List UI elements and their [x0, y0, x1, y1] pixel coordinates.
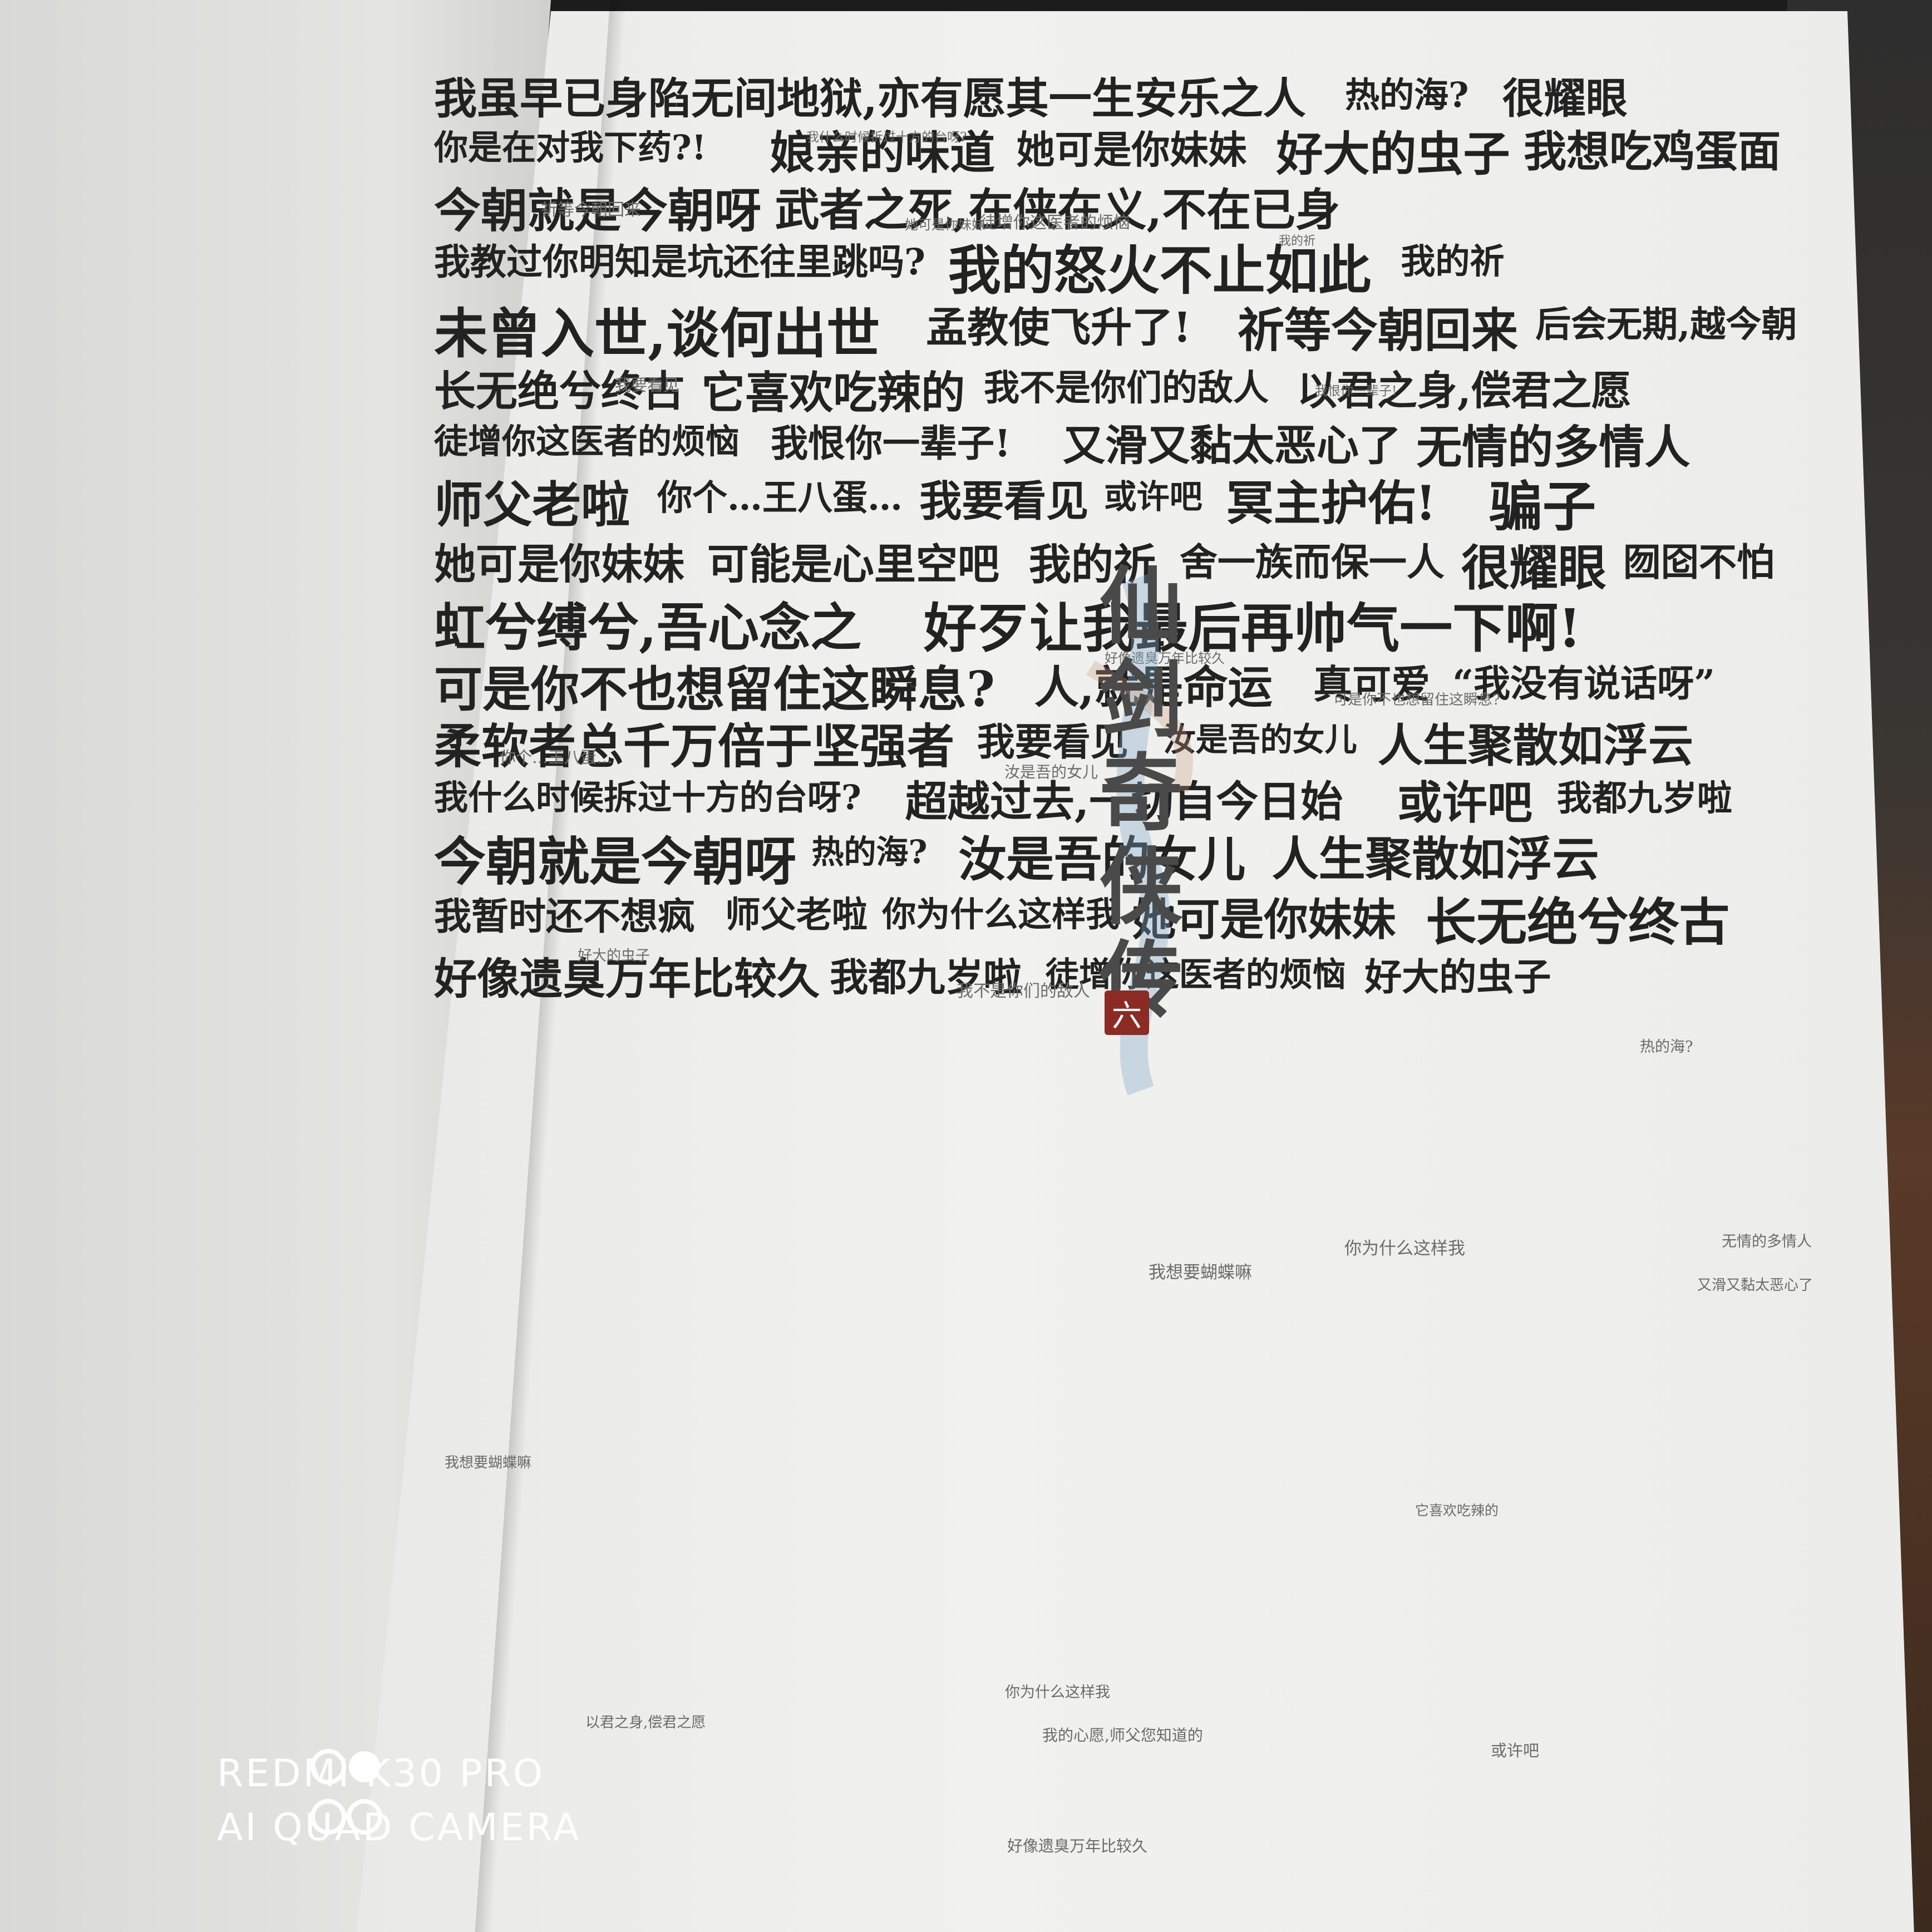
phrase-large: 可能是心里空吧: [707, 540, 999, 589]
phrase-large: 真可爱: [1313, 661, 1431, 707]
phrase-small: 你为什么这样我: [1005, 1684, 1110, 1701]
phrase-large: 很耀眼: [1461, 539, 1606, 597]
phrase-large: 又滑又黏太恶心了: [1063, 421, 1402, 470]
phrase-large: 我什么时候拆过十方的台呀?: [434, 778, 861, 817]
phrase-large: 你是在对我下药?!: [434, 128, 707, 167]
phrase-large: 热的海?: [1345, 75, 1469, 115]
phrase-small: 好像遗臭万年比较久: [1105, 650, 1225, 666]
right-page: [356, 11, 1914, 1932]
phrase-large: 汝是吾的女儿: [1163, 721, 1357, 758]
phrase-large: 人生聚散如浮云: [1378, 719, 1694, 772]
phrase-large: 好歹让我最后再帅气一下啊!: [924, 598, 1581, 659]
phrase-small: 我想要蝴蝶嘛: [445, 1455, 532, 1471]
phrase-large: 祈等今朝回来: [1237, 303, 1518, 358]
phrase-large: 我恨你一辈子!: [771, 421, 1011, 465]
phrase-large: “我没有说话呀”: [1452, 662, 1716, 705]
phrase-large: 我教过你明知是坑还往里跳吗?: [434, 241, 926, 283]
phrase-large: 今朝就是今朝呀: [434, 183, 762, 238]
phrase-small: 汝是吾的女儿: [1004, 763, 1098, 781]
phrase-large: 好像遗臭万年比较久: [434, 954, 820, 1004]
text-collage: 我虽早已身陷无间地狱,亦有愿其一生安乐之人 热的海? 很耀眼 你是在对我下药?! 娘亲的…: [434, 78, 1825, 1914]
phrase-large: 我都九岁啦: [830, 955, 1022, 1000]
phrase-small: 我要看见: [615, 376, 680, 395]
phrase-large: 武者之死,在侠在义,不在已身: [775, 184, 1340, 236]
phrase-large: 我的祈: [1401, 241, 1505, 282]
phrase-large: 孟教使飞升了!: [926, 304, 1191, 352]
phrase-large: 娘亲的味道: [770, 127, 995, 180]
phrase-large: 她可是你妹妹: [1016, 127, 1247, 172]
phrase-small: 好大的虫子: [578, 948, 650, 964]
phrase-large: 人生聚散如浮云: [1271, 831, 1599, 886]
phrase-large: 后会无期,越今朝: [1535, 304, 1797, 346]
phrase-large: 柔软者总千万倍于坚强者: [434, 719, 955, 775]
phrase-large: 冥主护佑!: [1226, 476, 1436, 531]
phrase-large: 今朝就是今朝呀: [434, 831, 796, 892]
phrase-small: 可是你不也想留住这瞬息?: [1333, 692, 1500, 708]
phrase-small: 徒增你这医者的烦恼: [980, 213, 1130, 233]
phrase-large: 虹兮缚兮,吾心念之: [434, 598, 862, 658]
phrase-large: 它喜欢吃辣的: [701, 367, 965, 418]
phrase-small: 祈等今朝回来: [541, 200, 641, 220]
watermark-model: REDMI K30 PRO: [217, 1752, 545, 1796]
phrase-small: 好像遗臭万年比较久: [1007, 1837, 1148, 1855]
phrase-small: 热的海?: [1640, 1038, 1693, 1056]
phrase-large: 我虽早已身陷无间地狱,亦有愿其一生安乐之人: [434, 74, 1306, 124]
phrase-large: 好大的虫子: [1364, 955, 1551, 999]
phrase-large: 热的海?: [811, 833, 928, 871]
phrase-small: 它喜欢吃辣的: [1415, 1502, 1499, 1519]
phrase-small: 她可是你妹妹: [905, 217, 985, 233]
phrase-small: 我的心愿,师父您知道的: [1042, 1726, 1203, 1744]
phrase-large: 可是你不也想留住这瞬息?: [434, 661, 995, 718]
phrase-large: 无情的多情人: [1416, 421, 1690, 474]
phrase-large: 以君之身,偿君之愿: [1297, 367, 1632, 414]
phrase-large: 她可是你妹妹: [434, 540, 685, 589]
phrase-small: 以君之身,偿君之愿: [585, 1714, 706, 1731]
phrase-small: 我的祈: [1279, 234, 1316, 248]
phrase-small: 你个…王八蛋…: [500, 748, 613, 767]
phrase-large: 我暂时还不想疯: [434, 894, 695, 938]
phrase-small: 又滑又黏太恶心了: [1697, 1277, 1813, 1294]
phrase-large: 好大的虫子: [1276, 126, 1510, 181]
phrase-small: 我不是你们的敌人: [957, 982, 1090, 1001]
phrase-large: 长无绝兮终古: [1426, 893, 1730, 952]
phrase-large: 师父老啦: [434, 476, 630, 534]
watermark-camera: AI QUAD CAMERA: [217, 1806, 581, 1850]
phrase-large: 我想吃鸡蛋面: [1524, 127, 1781, 177]
phrase-small: 无情的多情人: [1722, 1233, 1812, 1250]
phrase-large: 未曾入世,谈何出世: [434, 302, 880, 365]
phrase-large: 汝是吾的女儿: [958, 831, 1246, 888]
phrase-large: 你个…王八蛋…: [657, 477, 903, 518]
phrase-large: 人,就是命运: [1034, 661, 1273, 713]
phrase-small: 我恨你一辈子!: [1315, 384, 1397, 398]
phrase-large: 长无绝兮终古: [434, 367, 685, 416]
phrase-large: 我的祈: [1028, 540, 1156, 589]
phrase-large: 或许吧: [1397, 777, 1532, 830]
phrase-large: 徒增你这医者的烦恼: [1045, 955, 1346, 994]
phrase-large: 囫囵不怕: [1623, 540, 1775, 585]
phrase-small: 你为什么这样我: [1344, 1239, 1465, 1259]
phrase-large: 或许吧: [1103, 477, 1202, 516]
phrase-small: 我什么时候拆过十方的台呀?: [806, 130, 967, 145]
phrase-large: 骗子: [1489, 475, 1596, 538]
logo-title: 仙剑奇侠传: [1085, 562, 1183, 1029]
phrase-large: 超越过去,一切自今日始: [905, 777, 1343, 826]
phrase-large: 你为什么这样我: [882, 895, 1120, 934]
camera-logo-icon: [310, 1749, 382, 1835]
phrase-large: 我要看见: [919, 476, 1089, 526]
phrase-large: 舍一族而保一人: [1179, 540, 1445, 585]
phrase-large: 我都九岁啦: [1556, 777, 1732, 819]
phrase-large: 我要看见: [977, 720, 1128, 765]
phrase-small: 我想要蝴蝶嘛: [1149, 1263, 1252, 1283]
phrase-large: 我不是你们的敌人: [984, 367, 1269, 409]
phrase-large: 师父老啦: [724, 894, 868, 936]
phrase-small: 或许吧: [1491, 1741, 1540, 1760]
phrase-large: 徒增你这医者的烦恼: [434, 422, 740, 461]
phrase-large: 我的怒火不止如此: [948, 240, 1371, 302]
logo-seal: 六: [1105, 990, 1149, 1035]
phrase-large: 她可是你妹妹: [1132, 894, 1396, 945]
phrase-large: 很耀眼: [1502, 74, 1628, 123]
